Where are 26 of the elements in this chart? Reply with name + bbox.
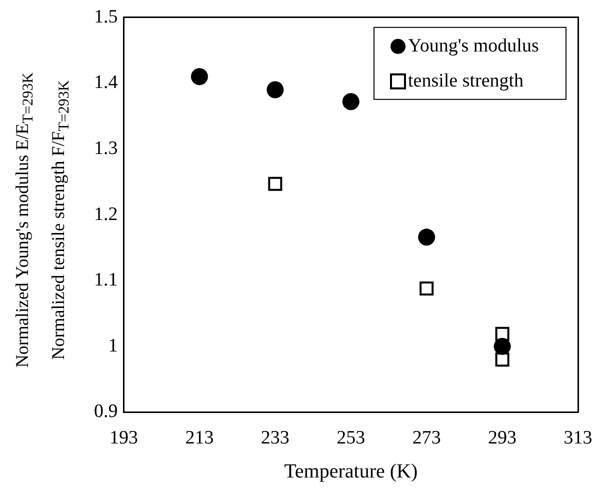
x-tick-label: 233 bbox=[260, 428, 290, 449]
x-tick-label: 273 bbox=[412, 428, 441, 449]
point bbox=[418, 228, 436, 246]
y-tick-label: 1.2 bbox=[94, 204, 118, 225]
legend-label: Young's modulus bbox=[408, 35, 539, 56]
y-tick-label: 1.1 bbox=[94, 270, 118, 291]
legend-label: tensile strength bbox=[408, 70, 524, 92]
point bbox=[266, 81, 284, 98]
x-tick-label: 253 bbox=[336, 428, 366, 449]
y-tick-label: 1.5 bbox=[94, 6, 118, 28]
x-tick-label: 293 bbox=[488, 428, 517, 449]
point bbox=[495, 326, 510, 341]
y-tick-label: 0.9 bbox=[94, 401, 118, 422]
point bbox=[420, 281, 434, 296]
y-tick-label: 1.3 bbox=[94, 138, 118, 159]
point bbox=[494, 338, 511, 355]
y-tick-label: 1 bbox=[108, 335, 118, 356]
x-tick-label: 193 bbox=[110, 428, 138, 449]
x-tick-label: 213 bbox=[185, 428, 214, 449]
point bbox=[268, 176, 282, 191]
x-tick-label: 313 bbox=[564, 428, 592, 449]
x-axis-title: Temperature (K) bbox=[284, 460, 418, 482]
point bbox=[342, 93, 360, 110]
point bbox=[190, 68, 208, 86]
point bbox=[495, 352, 510, 367]
y-tick-label: 1.4 bbox=[94, 72, 118, 94]
